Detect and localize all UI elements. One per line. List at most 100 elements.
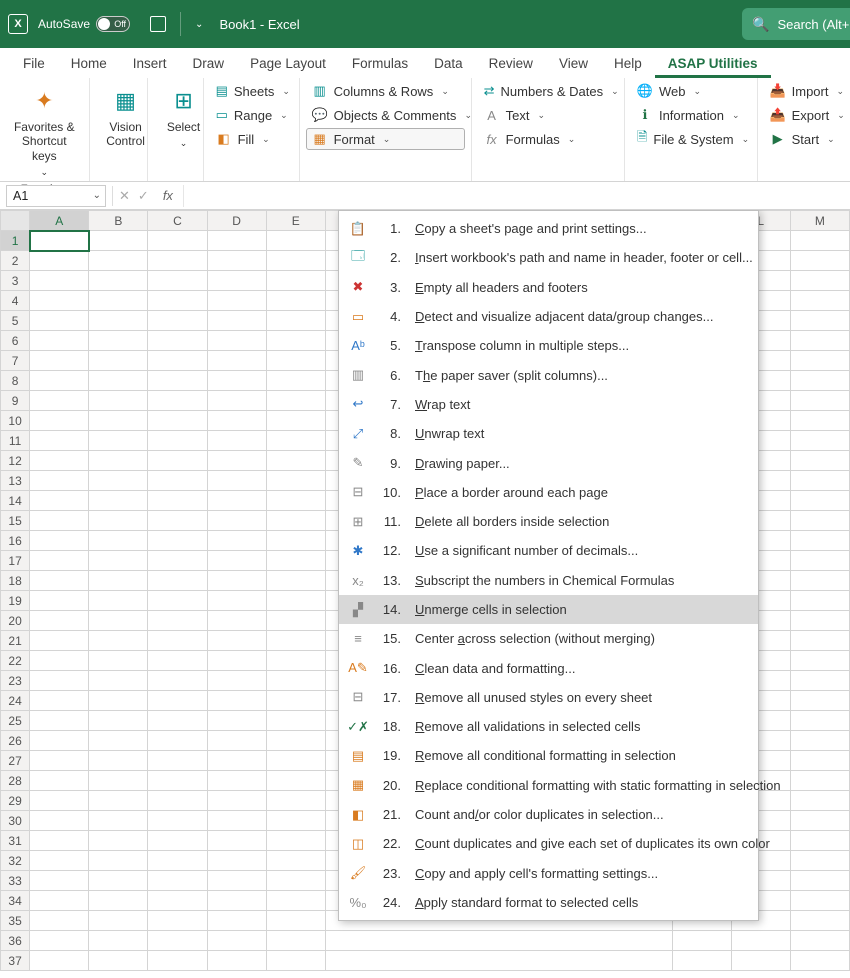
cell[interactable] xyxy=(790,431,849,451)
row-header[interactable]: 8 xyxy=(1,371,30,391)
cell[interactable] xyxy=(148,771,207,791)
cell[interactable] xyxy=(30,771,89,791)
cell[interactable] xyxy=(89,391,148,411)
cell[interactable] xyxy=(790,751,849,771)
cell[interactable] xyxy=(207,411,266,431)
cell[interactable] xyxy=(790,931,849,951)
col-header-B[interactable]: B xyxy=(89,211,148,231)
cell[interactable] xyxy=(30,391,89,411)
cell[interactable] xyxy=(790,271,849,291)
menu-item-18[interactable]: ✓✗18.Remove all validations in selected … xyxy=(339,712,758,741)
cell[interactable] xyxy=(148,611,207,631)
cell[interactable] xyxy=(790,731,849,751)
cell[interactable] xyxy=(148,451,207,471)
menu-item-22[interactable]: ◫22.Count duplicates and give each set o… xyxy=(339,829,758,858)
cell[interactable] xyxy=(790,651,849,671)
cell[interactable] xyxy=(266,591,325,611)
cell[interactable] xyxy=(207,331,266,351)
cell[interactable] xyxy=(148,351,207,371)
save-icon[interactable] xyxy=(150,16,166,32)
cell[interactable] xyxy=(148,731,207,751)
row-header[interactable]: 32 xyxy=(1,851,30,871)
cell[interactable] xyxy=(30,511,89,531)
cell[interactable] xyxy=(30,551,89,571)
cell[interactable] xyxy=(30,671,89,691)
menu-item-7[interactable]: ↩7.Wrap text xyxy=(339,390,758,419)
cell[interactable] xyxy=(207,911,266,931)
cell[interactable] xyxy=(148,711,207,731)
row-header[interactable]: 34 xyxy=(1,891,30,911)
cell[interactable] xyxy=(325,931,672,951)
row-header[interactable]: 3 xyxy=(1,271,30,291)
cell[interactable] xyxy=(207,271,266,291)
row-header[interactable]: 19 xyxy=(1,591,30,611)
row-header[interactable]: 28 xyxy=(1,771,30,791)
row-header[interactable]: 36 xyxy=(1,931,30,951)
cell[interactable] xyxy=(148,571,207,591)
col-header-E[interactable]: E xyxy=(266,211,325,231)
cell[interactable] xyxy=(30,711,89,731)
cell[interactable] xyxy=(207,671,266,691)
cell[interactable] xyxy=(89,811,148,831)
cell[interactable] xyxy=(89,431,148,451)
enter-icon[interactable]: ✓ xyxy=(138,188,149,204)
cell[interactable] xyxy=(30,811,89,831)
menu-item-19[interactable]: ▤19.Remove all conditional formatting in… xyxy=(339,741,758,770)
cell[interactable] xyxy=(30,531,89,551)
row-header[interactable]: 21 xyxy=(1,631,30,651)
qat-customize-icon[interactable]: ⌄ xyxy=(195,19,203,30)
autosave-toggle[interactable]: AutoSave Off xyxy=(38,16,130,32)
cell[interactable] xyxy=(266,691,325,711)
cell[interactable] xyxy=(207,831,266,851)
cell[interactable] xyxy=(790,351,849,371)
cell[interactable] xyxy=(266,791,325,811)
cell[interactable] xyxy=(207,551,266,571)
cell[interactable] xyxy=(207,951,266,971)
cell[interactable] xyxy=(790,851,849,871)
cell[interactable] xyxy=(30,371,89,391)
cell[interactable] xyxy=(266,771,325,791)
cell[interactable] xyxy=(89,711,148,731)
ribbon-import[interactable]: 📥Import⌄ xyxy=(764,80,844,102)
cell[interactable] xyxy=(207,731,266,751)
cell[interactable] xyxy=(148,311,207,331)
cell[interactable] xyxy=(30,611,89,631)
cell[interactable] xyxy=(790,411,849,431)
cell[interactable] xyxy=(266,811,325,831)
cell[interactable] xyxy=(790,711,849,731)
cell[interactable] xyxy=(148,271,207,291)
row-header[interactable]: 10 xyxy=(1,411,30,431)
row-header[interactable]: 23 xyxy=(1,671,30,691)
row-header[interactable]: 37 xyxy=(1,951,30,971)
col-header-C[interactable]: C xyxy=(148,211,207,231)
cell[interactable] xyxy=(266,391,325,411)
cell[interactable] xyxy=(30,491,89,511)
cell[interactable] xyxy=(89,731,148,751)
cell[interactable] xyxy=(89,251,148,271)
cell[interactable] xyxy=(30,731,89,751)
row-header[interactable]: 18 xyxy=(1,571,30,591)
menu-item-8[interactable]: ⤢8.Unwrap text xyxy=(339,419,758,448)
cell[interactable] xyxy=(89,491,148,511)
cell[interactable] xyxy=(266,891,325,911)
cell[interactable] xyxy=(790,491,849,511)
cell[interactable] xyxy=(207,491,266,511)
cell[interactable] xyxy=(731,951,790,971)
cell[interactable] xyxy=(207,451,266,471)
cell[interactable] xyxy=(89,771,148,791)
cell[interactable] xyxy=(266,551,325,571)
ribbon-start[interactable]: ▶Start⌄ xyxy=(764,128,844,150)
tab-formulas[interactable]: Formulas xyxy=(339,50,421,78)
cell[interactable] xyxy=(148,831,207,851)
ribbon-information[interactable]: ℹInformation⌄ xyxy=(631,104,751,126)
cell[interactable] xyxy=(89,631,148,651)
cell[interactable] xyxy=(89,951,148,971)
menu-item-5[interactable]: Aᵇ5.Transpose column in multiple steps..… xyxy=(339,331,758,360)
cell[interactable] xyxy=(207,291,266,311)
cell[interactable] xyxy=(89,351,148,371)
cell[interactable] xyxy=(148,751,207,771)
name-box[interactable]: A1 ⌄ xyxy=(6,185,106,207)
cell[interactable] xyxy=(89,871,148,891)
cell[interactable] xyxy=(30,231,89,251)
select-all-corner[interactable] xyxy=(1,211,30,231)
